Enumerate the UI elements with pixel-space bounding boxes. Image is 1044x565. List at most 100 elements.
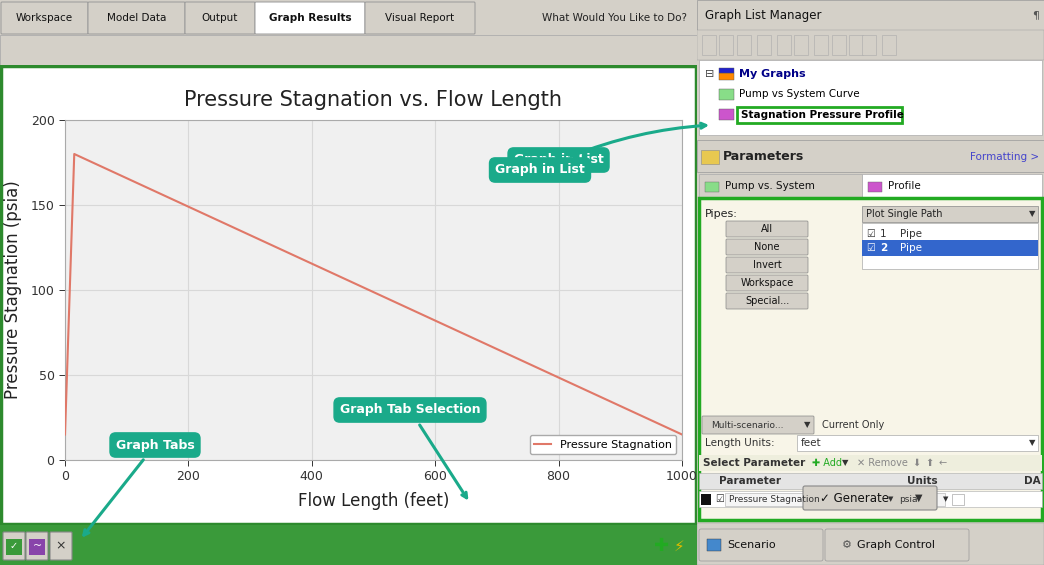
- Text: ←: ←: [939, 458, 947, 468]
- Text: Graph List Manager: Graph List Manager: [705, 8, 822, 21]
- Text: Pump vs. System: Pump vs. System: [725, 181, 815, 191]
- Pressure Stagnation: [68, 151, 80, 158]
- FancyBboxPatch shape: [726, 293, 808, 309]
- Text: ▼: ▼: [943, 496, 948, 502]
- Bar: [797, 435, 1038, 451]
- Bar: [697, 30, 1044, 60]
- Bar: [699, 473, 1042, 489]
- Text: ✓ Generate: ✓ Generate: [821, 492, 889, 505]
- Bar: [862, 240, 1038, 256]
- Text: DA: DA: [1024, 476, 1040, 486]
- Bar: [832, 35, 846, 55]
- FancyBboxPatch shape: [825, 529, 969, 561]
- Text: ¶: ¶: [1033, 10, 1039, 20]
- X-axis label: Flow Length (feet): Flow Length (feet): [298, 492, 449, 510]
- Text: ▼: ▼: [804, 420, 810, 429]
- Text: ~: ~: [32, 541, 42, 551]
- Bar: [882, 35, 896, 55]
- Text: ▼: ▼: [843, 459, 849, 467]
- Text: ☑: ☑: [715, 494, 723, 504]
- Text: Parameters: Parameters: [723, 150, 804, 163]
- Text: ⊟: ⊟: [705, 69, 714, 79]
- Bar: [814, 35, 828, 55]
- Bar: [242, 40, 260, 62]
- Text: Invert: Invert: [753, 260, 781, 270]
- Bar: [6, 539, 22, 555]
- Text: None: None: [754, 242, 780, 252]
- Text: Pipe: Pipe: [900, 229, 922, 239]
- Bar: [699, 60, 1042, 135]
- FancyBboxPatch shape: [3, 532, 25, 560]
- Bar: [102, 40, 120, 62]
- Bar: [142, 40, 160, 62]
- Bar: [699, 491, 1042, 507]
- Text: Formatting >: Formatting >: [970, 152, 1039, 162]
- Text: ✕ Remove: ✕ Remove: [857, 458, 908, 468]
- Text: Pipe: Pipe: [900, 243, 922, 253]
- Text: ▼: ▼: [1028, 210, 1036, 219]
- Bar: [702, 35, 716, 55]
- Text: Workspace: Workspace: [16, 13, 73, 23]
- Bar: [162, 40, 180, 62]
- Text: Multi-scenario...: Multi-scenario...: [711, 420, 783, 429]
- Y-axis label: Pressure Stagnation (psia): Pressure Stagnation (psia): [4, 181, 22, 399]
- FancyBboxPatch shape: [699, 529, 823, 561]
- Text: Graph Results: Graph Results: [268, 13, 352, 23]
- Bar: [29, 539, 45, 555]
- Bar: [705, 182, 719, 192]
- Text: ⬆: ⬆: [925, 458, 933, 468]
- Bar: [699, 198, 1042, 520]
- FancyBboxPatch shape: [702, 416, 814, 434]
- Title: Pressure Stagnation vs. Flow Length: Pressure Stagnation vs. Flow Length: [185, 90, 563, 110]
- Bar: [725, 493, 889, 506]
- FancyBboxPatch shape: [726, 239, 808, 255]
- Text: ☑: ☑: [867, 243, 875, 253]
- FancyBboxPatch shape: [365, 2, 475, 34]
- Bar: [701, 494, 711, 505]
- FancyBboxPatch shape: [50, 532, 72, 560]
- Text: Select Parameter: Select Parameter: [703, 458, 805, 468]
- Text: ⚙: ⚙: [843, 540, 852, 550]
- Text: Units: Units: [907, 476, 938, 486]
- Bar: [737, 35, 751, 55]
- Bar: [701, 150, 719, 164]
- Text: ×: ×: [55, 540, 66, 553]
- Bar: [952, 494, 964, 505]
- Text: ▼: ▼: [888, 496, 894, 502]
- Text: Output: Output: [201, 13, 238, 23]
- Bar: [862, 174, 1042, 198]
- Bar: [719, 109, 734, 120]
- Text: ☑: ☑: [867, 229, 875, 239]
- Text: Pump vs System Curve: Pump vs System Curve: [739, 89, 859, 99]
- Bar: [849, 35, 863, 55]
- Bar: [697, 0, 1044, 30]
- Text: ⚡: ⚡: [673, 538, 685, 554]
- FancyBboxPatch shape: [726, 221, 808, 237]
- Text: ▼: ▼: [915, 493, 923, 503]
- Text: Length Units:: Length Units:: [705, 438, 775, 448]
- Text: Plot Single Path: Plot Single Path: [867, 209, 943, 219]
- Line: Pressure Stagnation: Pressure Stagnation: [65, 154, 682, 434]
- Text: 1: 1: [880, 229, 886, 239]
- Bar: [182, 40, 200, 62]
- Bar: [122, 40, 140, 62]
- Text: Graph Tabs: Graph Tabs: [84, 438, 194, 535]
- Text: Parameter: Parameter: [719, 476, 781, 486]
- Text: feet: feet: [801, 438, 822, 448]
- Text: Pressure Stagnation: Pressure Stagnation: [729, 494, 820, 503]
- Bar: [719, 73, 734, 80]
- FancyBboxPatch shape: [726, 275, 808, 291]
- Bar: [719, 68, 734, 73]
- Legend: Pressure Stagnation: Pressure Stagnation: [530, 435, 677, 454]
- Text: Visual Report: Visual Report: [385, 13, 454, 23]
- Bar: [2, 40, 20, 62]
- Bar: [699, 455, 1042, 471]
- FancyBboxPatch shape: [726, 257, 808, 273]
- Bar: [707, 539, 721, 551]
- Pressure Stagnation: [58, 431, 71, 438]
- Pressure Stagnation: [675, 431, 688, 438]
- Bar: [62, 40, 80, 62]
- Text: ▼: ▼: [1028, 438, 1036, 447]
- Text: Graph Tab Selection: Graph Tab Selection: [339, 403, 480, 498]
- Bar: [862, 223, 1038, 269]
